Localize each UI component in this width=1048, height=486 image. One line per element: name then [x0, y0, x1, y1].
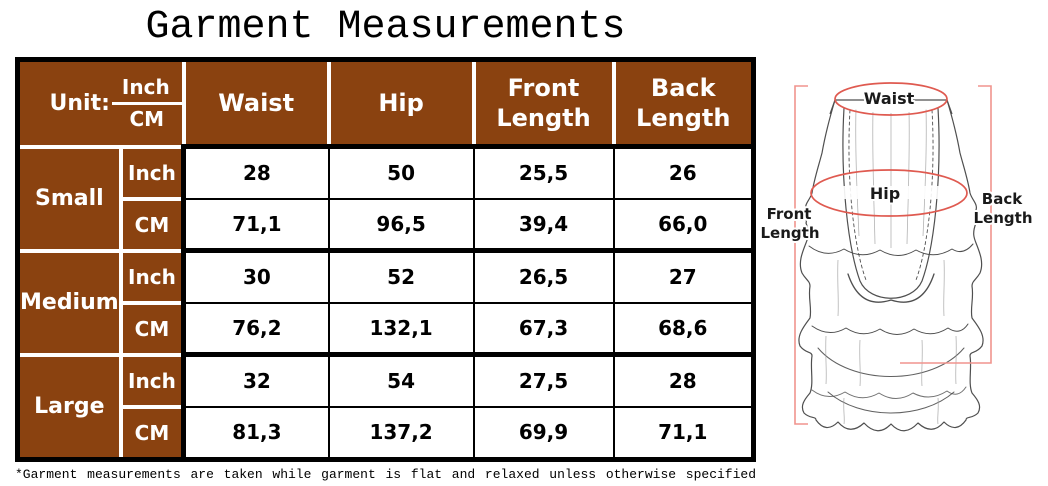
unit-cell-large-cm: CM	[118, 404, 186, 461]
cell-medium-inch-hip: 52	[327, 248, 475, 304]
cell-small-inch-hip: 50	[327, 144, 475, 200]
cell-small-cm-hip: 96,5	[327, 197, 475, 252]
column-header-front-length: Front Length	[471, 57, 616, 149]
back-length-label-line2: Length	[974, 209, 1033, 227]
unit-header-inner: Unit: Inch CM	[20, 75, 182, 131]
unit-cm-label: CM	[129, 107, 165, 132]
cell-small-inch-front-length: 25,5	[472, 144, 615, 200]
hip-measure-ellipse	[810, 169, 968, 217]
table-row-small-cm: CM 71,1 96,5 39,4 66,0	[18, 196, 755, 253]
table-row-medium-cm: CM 76,2 132,1 67,3 68,6	[18, 300, 755, 357]
cell-large-inch-waist: 32	[181, 352, 330, 408]
skirt-sketch	[798, 99, 984, 432]
table-row-large-cm: CM 81,3 137,2 69,9 71,1	[18, 404, 755, 461]
column-header-waist: Waist	[181, 57, 331, 149]
unit-label: Unit:	[49, 90, 110, 116]
cell-small-cm-waist: 71,1	[181, 197, 330, 252]
header-row: Unit: Inch CM Waist Hip Front Length Bac…	[15, 57, 756, 149]
waist-label: Waist	[864, 89, 915, 108]
hip-highlight-band	[816, 186, 966, 199]
diagram-column: Waist Hip Front Length Back Length	[760, 0, 1038, 486]
waistband-fill	[835, 81, 947, 113]
cell-small-inch-back-length: 26	[612, 144, 755, 200]
cell-medium-inch-front-length: 26,5	[472, 248, 615, 304]
front-length-line	[794, 85, 808, 425]
unit-inch-label: Inch	[111, 75, 182, 106]
cell-large-cm-hip: 137,2	[327, 405, 475, 460]
column-header-hip: Hip	[326, 57, 476, 149]
unit-cell-large-inch: Inch	[118, 352, 186, 409]
cell-large-cm-front-length: 69,9	[472, 405, 615, 460]
cell-medium-cm-hip: 132,1	[327, 301, 475, 356]
size-label-large: Large	[15, 352, 123, 461]
unit-fraction: Inch CM	[111, 75, 182, 132]
cell-large-inch-back-length: 28	[612, 352, 755, 408]
cell-large-inch-hip: 54	[327, 352, 475, 408]
column-header-back-length: Back Length	[611, 57, 756, 149]
waistband-top-edge	[829, 99, 953, 115]
cell-medium-cm-front-length: 67,3	[472, 301, 615, 356]
footnote: *Garment measurements are taken while ga…	[15, 466, 756, 482]
measurements-table: Unit: Inch CM Waist Hip Front Length Bac…	[15, 57, 756, 462]
cell-medium-inch-waist: 30	[181, 248, 330, 304]
table-row-large-inch: Large Inch 32 54 27,5 28	[15, 352, 755, 461]
cell-small-cm-front-length: 39,4	[472, 197, 615, 252]
unit-cell-medium-inch: Inch	[118, 248, 186, 305]
size-label-medium: Medium	[15, 248, 123, 357]
cell-small-inch-waist: 28	[181, 144, 330, 200]
table-row-small-inch: Small Inch 28 50 25,5 26	[15, 144, 755, 253]
cell-medium-inch-back-length: 27	[612, 248, 755, 304]
hip-label: Hip	[870, 184, 900, 203]
front-length-label-line1: Front	[767, 205, 812, 223]
back-length-line	[900, 85, 992, 364]
unit-cell-small-inch: Inch	[118, 144, 186, 201]
cell-small-cm-back-length: 66,0	[612, 197, 755, 252]
back-length-label-line1: Back	[982, 190, 1023, 208]
table-row-medium-inch: Medium Inch 30 52 26,5 27	[15, 248, 755, 357]
cell-large-inch-front-length: 27,5	[472, 352, 615, 408]
size-label-small: Small	[15, 144, 123, 253]
measure-brackets	[794, 85, 992, 425]
cell-large-cm-waist: 81,3	[181, 405, 330, 460]
chart-column: Garment Measurements Unit: Inch CM	[15, 5, 756, 482]
unit-header-cell: Unit: Inch CM	[15, 57, 186, 149]
unit-cell-medium-cm: CM	[118, 300, 186, 357]
page-title: Garment Measurements	[145, 5, 626, 50]
unit-cell-small-cm: CM	[118, 196, 186, 253]
waist-measure-ellipse	[834, 82, 948, 116]
cell-large-cm-back-length: 71,1	[612, 405, 755, 460]
cell-medium-cm-waist: 76,2	[181, 301, 330, 356]
cell-medium-cm-back-length: 68,6	[612, 301, 755, 356]
garment-diagram: Waist Hip Front Length Back Length	[760, 81, 1035, 432]
fold-lines	[825, 107, 957, 425]
front-length-label-line2: Length	[761, 224, 820, 242]
